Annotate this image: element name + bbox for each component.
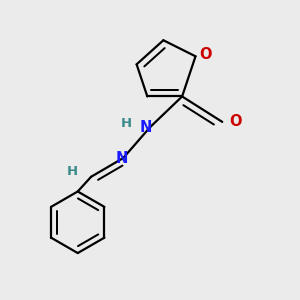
Text: N: N bbox=[116, 151, 128, 166]
Text: H: H bbox=[120, 117, 131, 130]
Text: O: O bbox=[200, 47, 212, 62]
Text: H: H bbox=[67, 165, 78, 178]
Text: N: N bbox=[140, 120, 152, 135]
Text: O: O bbox=[230, 114, 242, 129]
